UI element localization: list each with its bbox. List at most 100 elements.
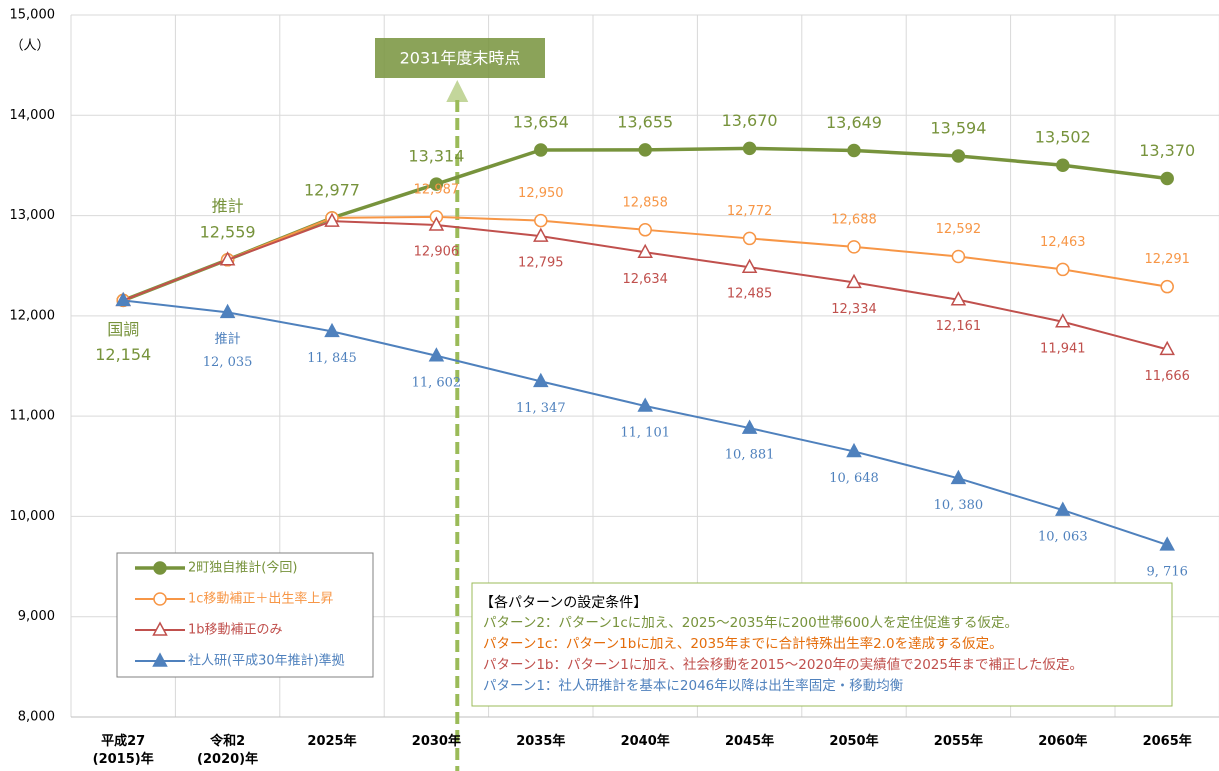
notes-box <box>471 582 1173 707</box>
value-label: 10, 881 <box>725 448 775 463</box>
value-label: 12,977 <box>304 180 360 199</box>
data-point <box>950 469 967 485</box>
data-point <box>219 251 236 266</box>
x-tick-label: 2050年 <box>829 734 879 749</box>
notes-line: パターン1：社人研推計を基本に2046年以降は出生率固定・移動均衡 <box>483 677 903 694</box>
reference-arrow <box>446 80 469 102</box>
x-tick-label: 2030年 <box>411 734 461 749</box>
data-point <box>1160 171 1174 186</box>
value-label: 11,941 <box>1040 341 1086 356</box>
y-tick-label: 14,000 <box>10 108 56 123</box>
legend-label: 1c移動補正＋出生率上昇 <box>188 591 333 607</box>
value-label: 13,370 <box>1139 141 1195 160</box>
point-note: 推計 <box>215 331 241 347</box>
data-point <box>742 141 757 156</box>
x-tick-label: 2025年 <box>307 734 357 749</box>
notes-line: パターン1c：パターン1bに加え、2035年までに合計特殊出生率2.0を達成する… <box>483 635 1003 652</box>
y-tick-label: 12,000 <box>10 308 56 323</box>
data-point <box>533 227 549 242</box>
data-point <box>846 273 862 289</box>
value-label: 12,559 <box>200 222 256 241</box>
value-label: 12,795 <box>518 256 564 271</box>
value-label: 12, 035 <box>203 355 253 370</box>
value-label: 13,594 <box>930 119 986 138</box>
value-label: 12,950 <box>518 186 564 201</box>
x-tick-label: 令和2 (2020)年 <box>197 734 259 767</box>
data-point <box>638 143 652 157</box>
data-point <box>428 347 445 362</box>
notes-line: パターン2：パターン1cに加え、2025～2035年に200世帯600人を定住促… <box>483 615 1018 631</box>
x-tick-label: 2045年 <box>725 734 775 749</box>
legend-label: 社人研(平成30年推計)準拠 <box>188 653 345 669</box>
data-point <box>637 397 653 412</box>
value-label: 12,291 <box>1144 252 1190 267</box>
value-label: 13,654 <box>513 112 569 131</box>
x-tick-label: 2055年 <box>933 734 983 749</box>
value-label: 12,592 <box>936 222 982 237</box>
data-point <box>534 213 548 228</box>
data-point <box>847 240 861 254</box>
data-point <box>1055 501 1071 516</box>
value-label: 12,688 <box>831 212 877 227</box>
data-point <box>429 177 444 191</box>
unit-label: （人） <box>10 39 49 54</box>
data-point <box>847 143 861 158</box>
y-tick-label: 11,000 <box>10 409 56 424</box>
data-point <box>152 652 168 667</box>
value-label: 10, 380 <box>934 498 984 513</box>
data-point <box>1055 313 1071 328</box>
x-tick-label: 2060年 <box>1038 734 1088 749</box>
y-tick-label: 13,000 <box>10 208 56 223</box>
data-point <box>950 291 967 306</box>
value-label: 11, 602 <box>412 375 462 390</box>
value-label: 12,154 <box>95 345 151 364</box>
y-tick-label: 9,000 <box>18 609 55 624</box>
value-label: 13,649 <box>826 113 882 132</box>
value-label: 12,772 <box>727 204 773 219</box>
data-point <box>324 212 340 227</box>
data-point <box>534 143 548 157</box>
value-label: 12,987 <box>414 182 460 197</box>
value-label: 13,502 <box>1035 128 1091 147</box>
value-label: 13,314 <box>408 147 464 166</box>
x-tick-label: 2035年 <box>516 734 566 749</box>
value-label: 11,666 <box>1144 369 1190 384</box>
reference-box <box>375 38 545 78</box>
x-tick-label: 2065年 <box>1142 734 1192 749</box>
data-point <box>638 223 652 237</box>
value-label: 13,655 <box>617 112 673 131</box>
value-label: 11, 845 <box>307 351 357 366</box>
notes-line: パターン1b：パターン1に加え、社会移動を2015～2020年の実績値で2025… <box>483 657 1083 673</box>
data-point <box>741 258 758 273</box>
legend-label: 2町独自推計(今回) <box>188 560 297 576</box>
value-label: 11, 101 <box>620 426 670 441</box>
notes-title: 【各パターンの設定条件】 <box>480 594 647 611</box>
data-point <box>1056 262 1070 277</box>
data-point <box>1159 536 1175 551</box>
data-point <box>637 243 653 259</box>
value-label: 12,858 <box>622 195 668 210</box>
legend-label: 1b移動補正のみ <box>188 623 283 638</box>
data-point <box>219 303 236 319</box>
data-point <box>846 442 862 458</box>
data-point <box>951 249 966 264</box>
value-label: 12,634 <box>622 272 668 287</box>
data-point <box>741 419 758 434</box>
data-point <box>533 372 549 388</box>
point-note: 国調 <box>107 320 139 339</box>
value-label: 10, 648 <box>829 471 879 486</box>
data-point <box>1159 340 1175 356</box>
y-tick-label: 8,000 <box>18 710 55 725</box>
x-tick-label: 2040年 <box>620 734 670 749</box>
value-label: 10, 063 <box>1038 530 1088 545</box>
data-point <box>742 231 757 246</box>
value-label: 12,161 <box>936 319 982 334</box>
data-point <box>951 149 966 163</box>
y-tick-label: 15,000 <box>10 8 56 23</box>
data-point <box>153 592 167 606</box>
value-label: 12,906 <box>414 244 460 259</box>
value-label: 9, 716 <box>1147 564 1188 579</box>
point-note: 推計 <box>212 196 244 215</box>
data-point <box>115 291 131 307</box>
